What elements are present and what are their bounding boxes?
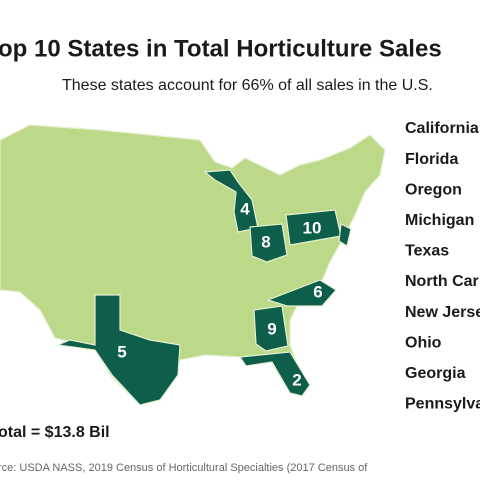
ranked-state: Oregon	[405, 181, 462, 198]
ranked-state: Michigan	[405, 212, 474, 229]
ranked-state: California	[405, 120, 479, 137]
title: op 10 States in Total Horticulture Sales	[0, 35, 442, 62]
map-labels: 48 10 7 6 9 5 2	[117, 199, 362, 389]
us-outline	[0, 124, 386, 406]
ohio	[249, 223, 288, 263]
us-map	[0, 124, 386, 406]
source: rce: USDA NASS, 2019 Census of Horticult…	[0, 462, 368, 474]
new-jersey	[338, 223, 352, 247]
total: otal = $13.8 Bil	[0, 424, 110, 441]
state-rank-label: 10	[303, 218, 322, 237]
ranked-state: Texas	[405, 243, 449, 260]
florida	[238, 351, 311, 397]
state-rank-label: 4	[240, 199, 250, 218]
ranked-state: Ohio	[405, 334, 442, 351]
state-rank-label: 6	[313, 282, 322, 301]
ranked-state: Pennsylva	[405, 396, 480, 413]
ranked-state: New Jerse	[405, 304, 480, 321]
michigan	[203, 169, 259, 233]
state-rank-label: 9	[267, 319, 276, 338]
subtitle: These states account for 66% of all sale…	[62, 77, 433, 94]
state-rank-label: 8	[261, 232, 270, 251]
ranked-state: North Car	[405, 273, 479, 290]
texas	[55, 294, 181, 406]
north-carolina	[266, 279, 337, 307]
ranked-state: Florida	[405, 151, 458, 168]
ranking-list: California Florida Oregon Michigan Texas Nort…	[405, 120, 480, 412]
georgia	[253, 305, 289, 352]
ranked-state: Georgia	[405, 365, 466, 382]
state-rank-label: 2	[292, 370, 301, 389]
state-rank-label: 7	[353, 226, 362, 245]
state-rank-label: 5	[117, 342, 126, 361]
